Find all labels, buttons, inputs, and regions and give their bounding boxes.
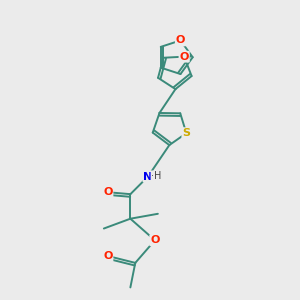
Text: O: O (176, 35, 185, 45)
Text: O: O (150, 235, 160, 245)
Text: O: O (103, 187, 112, 197)
Text: ·H: ·H (151, 171, 161, 181)
Text: O: O (179, 52, 189, 62)
Text: S: S (182, 128, 190, 138)
Text: O: O (103, 251, 112, 261)
Text: N: N (143, 172, 153, 182)
